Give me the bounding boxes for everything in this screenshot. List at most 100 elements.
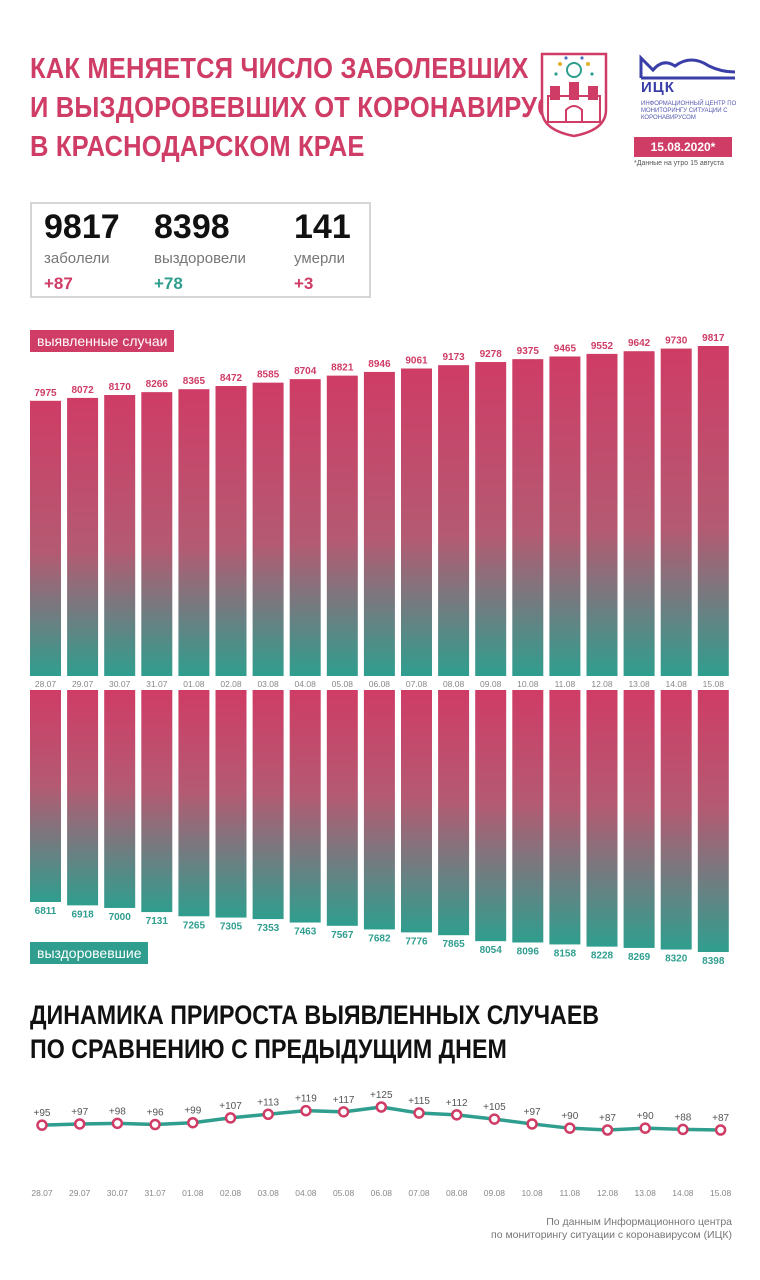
date-tick-label: 08.08 (443, 679, 465, 689)
title-line-2: И ВЫЗДОРОВЕВШИХ ОТ КОРОНАВИРУСА (30, 92, 574, 124)
recovered-bar (363, 690, 395, 930)
recovered-value-label: 8398 (702, 956, 725, 967)
cases-bar (512, 359, 544, 676)
summary-stats: 9817 заболели +87 8398 выздоровели +78 1… (30, 202, 371, 298)
growth-value-label: +107 (219, 1101, 242, 1112)
growth-date-label: 14.08 (672, 1188, 694, 1198)
recovered-tag: выздоровевшие (30, 942, 149, 964)
recovered-bar (549, 690, 581, 945)
growth-date-label: 31.07 (144, 1188, 166, 1198)
recovered-value-label: 7265 (183, 920, 206, 931)
cases-value-label: 8704 (294, 366, 317, 377)
recovered-value-label: 8228 (591, 951, 614, 962)
stat-cases-delta: +87 (44, 274, 73, 293)
stat-recovered-delta: +78 (154, 274, 183, 293)
date-tick-label: 04.08 (295, 679, 317, 689)
growth-date-label: 02.08 (220, 1188, 242, 1198)
date-tick-label: 13.08 (628, 679, 650, 689)
growth-date-label: 06.08 (371, 1188, 393, 1198)
growth-value-label: +112 (446, 1098, 468, 1109)
growth-point (224, 1112, 237, 1124)
recovered-value-label: 7131 (146, 916, 169, 927)
recovered-bar (215, 690, 247, 918)
date-tick-label: 15.08 (703, 679, 725, 689)
growth-value-label: +88 (674, 1112, 691, 1123)
growth-date-label: 11.08 (559, 1188, 580, 1198)
page-title: КАК МЕНЯЕТСЯ ЧИСЛО ЗАБОЛЕВШИХ И ВЫЗДОРОВ… (30, 50, 574, 167)
recovered-value-label: 7865 (442, 939, 465, 950)
stat-cases-label: заболели (44, 250, 110, 267)
recovered-bar (660, 690, 692, 950)
stat-cases-value: 9817 (44, 208, 120, 246)
cases-value-label: 9817 (702, 333, 725, 344)
growth-title-line-1: ДИНАМИКА ПРИРОСТА ВЫЯВЛЕННЫХ СЛУЧАЕВ (30, 1000, 600, 1030)
cases-bar (30, 400, 61, 676)
growth-date-label: 04.08 (295, 1188, 317, 1198)
cases-bar (697, 346, 729, 676)
stat-deaths-delta: +3 (294, 274, 314, 293)
cases-bar (215, 386, 247, 676)
growth-date-label: 12.08 (597, 1188, 619, 1198)
growth-point (601, 1124, 614, 1136)
cases-bar (586, 353, 618, 676)
stat-recovered-value: 8398 (154, 208, 230, 246)
cases-value-label: 8365 (183, 376, 206, 387)
cases-value-label: 8821 (331, 363, 354, 374)
cases-bar (363, 371, 395, 676)
stat-deaths-label: умерли (294, 250, 345, 267)
date-tick-label: 10.08 (517, 679, 539, 689)
title-line-3: В КРАСНОДАРСКОМ КРАЕ (30, 131, 365, 163)
growth-value-label: +98 (109, 1106, 126, 1117)
date-tick-label: 14.08 (666, 679, 688, 689)
recovered-bar (623, 690, 655, 948)
recovered-bar (30, 690, 61, 902)
date-tick-label: 01.08 (183, 679, 205, 689)
recovered-value-label: 7567 (331, 930, 354, 941)
cases-value-label: 9730 (665, 336, 688, 347)
cases-bar (401, 368, 432, 676)
growth-point (564, 1122, 576, 1134)
growth-point (526, 1118, 538, 1130)
growth-value-label: +115 (408, 1096, 430, 1107)
growth-point (300, 1104, 312, 1117)
title-line-1: КАК МЕНЯЕТСЯ ЧИСЛО ЗАБОЛЕВШИХ (30, 53, 529, 85)
recovered-bar (326, 690, 358, 926)
cases-bar (178, 389, 210, 676)
growth-date-label: 10.08 (521, 1188, 543, 1198)
date-tick-label: 12.08 (591, 679, 613, 689)
growth-value-label: +125 (370, 1090, 393, 1101)
krasnodar-emblem-icon (540, 52, 608, 138)
cases-value-label: 8170 (109, 382, 132, 393)
source-note: По данным Информационного центра по мони… (402, 1216, 732, 1242)
recovered-bar (104, 690, 136, 908)
growth-value-label: +105 (483, 1102, 506, 1113)
growth-value-label: +90 (637, 1111, 654, 1122)
growth-date-label: 08.08 (446, 1188, 468, 1198)
cases-value-label: 8946 (368, 359, 391, 370)
growth-point (73, 1118, 86, 1130)
growth-point (714, 1124, 727, 1136)
date-badge: 15.08.2020* (634, 137, 732, 157)
cases-bar (660, 348, 692, 676)
growth-section-title: ДИНАМИКА ПРИРОСТА ВЫЯВЛЕННЫХ СЛУЧАЕВ ПО … (30, 998, 670, 1066)
date-tick-label: 05.08 (332, 679, 354, 689)
growth-value-label: +97 (71, 1107, 88, 1118)
cases-value-label: 9465 (554, 343, 577, 354)
cases-bar (475, 362, 507, 676)
stat-deaths-value: 141 (294, 208, 351, 246)
date-tick-label: 06.08 (369, 679, 391, 689)
growth-point (111, 1117, 124, 1130)
daily-growth-line-chart: +95 28.07 +97 29.07 +98 30.07 +96 31.07 +99 01.08… (31, 1090, 732, 1198)
cases-bar (326, 375, 358, 676)
growth-point (375, 1101, 388, 1113)
recovered-value-label: 8269 (628, 952, 651, 963)
growth-date-label: 15.08 (710, 1188, 732, 1198)
growth-value-label: +87 (712, 1113, 729, 1124)
growth-date-label: 07.08 (408, 1188, 430, 1198)
ick-subtitle: ИНФОРМАЦИОННЫЙ ЦЕНТР ПО МОНИТОРИНГУ СИТУ… (641, 101, 737, 121)
growth-point (149, 1118, 161, 1131)
recovered-bar (289, 690, 321, 923)
date-tick-label: 07.08 (406, 679, 428, 689)
ick-name: ИЦК (641, 79, 675, 96)
recovered-value-label: 6811 (35, 906, 57, 917)
